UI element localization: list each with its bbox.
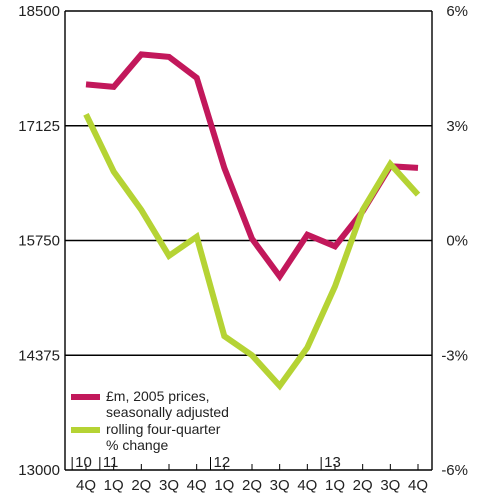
left-tick-label: 17125 bbox=[18, 118, 60, 135]
x-tick-label: 4Q bbox=[297, 477, 317, 494]
gridlines bbox=[65, 10, 432, 471]
legend-label: rolling four-quarter bbox=[106, 421, 221, 437]
x-tick-label: 4Q bbox=[408, 477, 428, 494]
series-line-gdp bbox=[85, 51, 419, 282]
x-tick-label: 4Q bbox=[76, 477, 96, 494]
year-label: 11 bbox=[103, 454, 119, 471]
legend-label: seasonally adjusted bbox=[106, 404, 229, 420]
axes: 18500 17125 15750 14375 13000 6% 3% 0% -3% -6% 4Q 1… bbox=[18, 3, 468, 494]
x-tick-label: 1Q bbox=[325, 477, 345, 494]
right-tick-label: -6% bbox=[441, 462, 468, 479]
legend-label: % change bbox=[106, 437, 168, 453]
year-label: 10 bbox=[75, 454, 92, 471]
left-tick-label: 15750 bbox=[18, 233, 60, 250]
left-tick-label: 18500 bbox=[18, 3, 60, 20]
series bbox=[83, 51, 421, 391]
x-tick-label: 3Q bbox=[159, 477, 179, 494]
legend: £m, 2005 prices,seasonally adjustedrolli… bbox=[71, 388, 229, 453]
legend-label: £m, 2005 prices, bbox=[106, 388, 210, 404]
x-tick-label: 2Q bbox=[131, 477, 151, 494]
x-tick-label: 3Q bbox=[270, 477, 290, 494]
right-tick-label: 6% bbox=[446, 3, 468, 20]
left-tick-label: 14375 bbox=[18, 347, 60, 364]
right-tick-label: -3% bbox=[441, 347, 468, 364]
x-tick-label: 2Q bbox=[242, 477, 262, 494]
x-tick-label: 2Q bbox=[353, 477, 373, 494]
x-tick-label: 4Q bbox=[187, 477, 207, 494]
year-label: 13 bbox=[324, 454, 341, 471]
left-tick-label: 13000 bbox=[18, 462, 60, 479]
right-tick-label: 0% bbox=[446, 233, 468, 250]
series-line-change bbox=[83, 112, 421, 391]
x-tick-label: 3Q bbox=[380, 477, 400, 494]
year-label: 12 bbox=[214, 454, 231, 471]
x-tick-label: 1Q bbox=[214, 477, 234, 494]
x-tick-label: 1Q bbox=[104, 477, 124, 494]
right-tick-label: 3% bbox=[446, 118, 468, 135]
